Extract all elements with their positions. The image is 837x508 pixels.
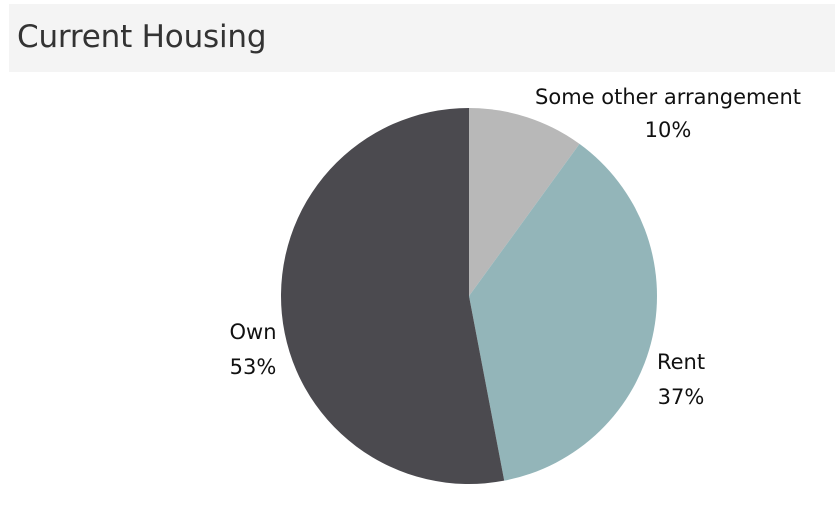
slice-label-own: Own 53%: [229, 320, 276, 379]
pie-slice-some-other-arrangement[interactable]: [469, 108, 580, 296]
pie-slices: [281, 108, 658, 484]
slice-label-name: Some other arrangement: [535, 85, 801, 109]
slice-label-rent: Rent 37%: [657, 350, 705, 409]
chart-title: Current Housing: [17, 19, 267, 55]
slice-label-name: Rent: [657, 350, 705, 374]
slice-label-name: Own: [229, 320, 276, 344]
slice-label-value: 37%: [658, 385, 705, 409]
slice-label-some-other-arrangement: Some other arrangement 10%: [535, 85, 801, 142]
slice-label-value: 53%: [230, 355, 277, 379]
pie-slice-rent[interactable]: [469, 143, 658, 481]
chart-header: Current Housing: [9, 4, 835, 72]
pie-slice-own[interactable]: [281, 108, 505, 484]
slice-label-value: 10%: [645, 118, 692, 142]
